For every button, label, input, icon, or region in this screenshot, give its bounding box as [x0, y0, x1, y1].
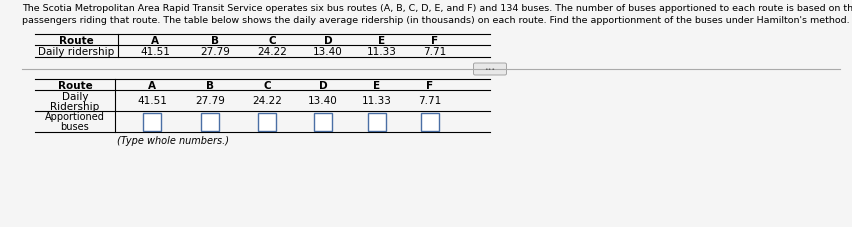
Text: passengers riding that route. The table below shows the daily average ridership : passengers riding that route. The table … [22, 16, 849, 25]
Text: 7.71: 7.71 [423, 47, 446, 57]
FancyBboxPatch shape [201, 113, 219, 131]
FancyBboxPatch shape [473, 64, 506, 76]
Text: The Scotia Metropolitan Area Rapid Transit Service operates six bus routes (A, B: The Scotia Metropolitan Area Rapid Trans… [22, 4, 852, 13]
Text: 27.79: 27.79 [200, 47, 230, 57]
Text: 41.51: 41.51 [137, 96, 167, 106]
FancyBboxPatch shape [367, 113, 386, 131]
Text: 27.79: 27.79 [195, 96, 225, 106]
Text: 41.51: 41.51 [140, 47, 170, 57]
FancyBboxPatch shape [143, 113, 161, 131]
Text: buses: buses [60, 122, 89, 132]
Text: A: A [151, 36, 158, 46]
Text: Route: Route [58, 81, 92, 91]
Text: F: F [426, 81, 433, 91]
Text: D: D [323, 36, 332, 46]
Text: E: E [378, 36, 385, 46]
Text: 11.33: 11.33 [361, 96, 391, 106]
Text: Daily ridership: Daily ridership [38, 47, 114, 57]
Text: E: E [373, 81, 380, 91]
Text: •••: ••• [484, 67, 495, 72]
Text: C: C [268, 36, 275, 46]
Text: 11.33: 11.33 [366, 47, 396, 57]
FancyBboxPatch shape [421, 113, 439, 131]
Text: B: B [206, 81, 214, 91]
Text: 13.40: 13.40 [313, 47, 343, 57]
Text: A: A [148, 81, 156, 91]
FancyBboxPatch shape [257, 113, 276, 131]
Text: Route: Route [59, 36, 94, 46]
Text: C: C [263, 81, 270, 91]
Text: (Type whole numbers.): (Type whole numbers.) [117, 135, 228, 145]
Text: 24.22: 24.22 [252, 96, 282, 106]
Text: Ridership: Ridership [50, 101, 100, 111]
Text: B: B [210, 36, 219, 46]
FancyBboxPatch shape [314, 113, 331, 131]
Text: 24.22: 24.22 [256, 47, 286, 57]
Text: Apportioned: Apportioned [45, 112, 105, 122]
Text: 7.71: 7.71 [417, 96, 441, 106]
Text: Daily: Daily [61, 91, 88, 101]
Text: F: F [431, 36, 438, 46]
Text: D: D [319, 81, 327, 91]
Text: 13.40: 13.40 [308, 96, 337, 106]
